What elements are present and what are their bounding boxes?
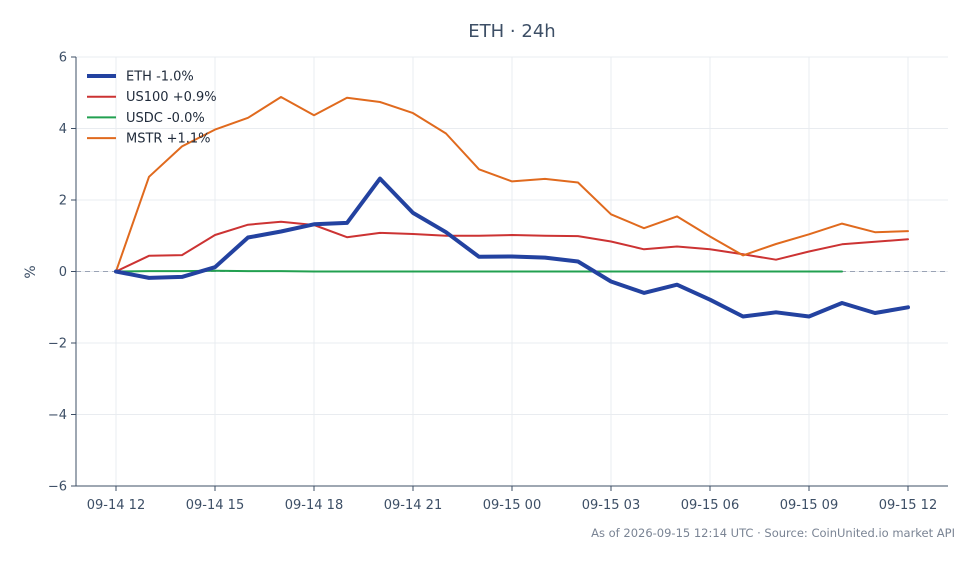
y-tick-label-6: −6	[48, 480, 67, 495]
legend: ETH -1.0% US100 +0.9% USDC -0.0% MSTR +1.1%	[87, 70, 217, 147]
x-tick-label-1: 09-14 15	[186, 498, 244, 513]
y-tick-label-0: 6	[59, 51, 67, 66]
source-note: As of 2026-09-15 12:14 UTC · Source: Coi…	[591, 526, 955, 540]
y-tick-label-1: 4	[59, 122, 67, 137]
series-line-0	[114, 176, 910, 319]
chart-title: ETH · 24h	[468, 21, 555, 42]
legend-label-3: MSTR +1.1%	[126, 132, 211, 147]
x-tick-label-2: 09-14 18	[285, 498, 343, 513]
legend-label-2: USDC -0.0%	[126, 111, 205, 126]
x-tick-label-0: 09-14 12	[87, 498, 145, 513]
legend-label-1: US100 +0.9%	[126, 90, 217, 105]
y-tick-label-2: 2	[59, 194, 67, 209]
y-tick-label-4: −2	[48, 337, 67, 352]
y-tick-label-5: −4	[48, 408, 67, 423]
x-tick-label-3: 09-14 21	[384, 498, 442, 513]
x-tick-label-7: 09-15 09	[780, 498, 838, 513]
legend-label-0: ETH -1.0%	[126, 70, 194, 85]
y-axis-ticks: 6 4 2 0 −2 −4 −6	[48, 51, 76, 495]
series-line-1	[115, 220, 909, 273]
y-tick-label-3: 0	[59, 265, 67, 280]
x-tick-label-5: 09-15 03	[582, 498, 640, 513]
x-tick-label-6: 09-15 06	[681, 498, 739, 513]
series-line-2	[115, 269, 843, 273]
x-tick-label-8: 09-15 12	[879, 498, 937, 513]
x-tick-label-4: 09-15 00	[483, 498, 541, 513]
series-group	[114, 96, 910, 319]
x-axis-ticks: 09-14 12 09-14 15 09-14 18 09-14 21 09-15 00…	[87, 486, 937, 513]
y-axis-label: %	[23, 265, 39, 278]
series-line-3	[115, 96, 909, 273]
